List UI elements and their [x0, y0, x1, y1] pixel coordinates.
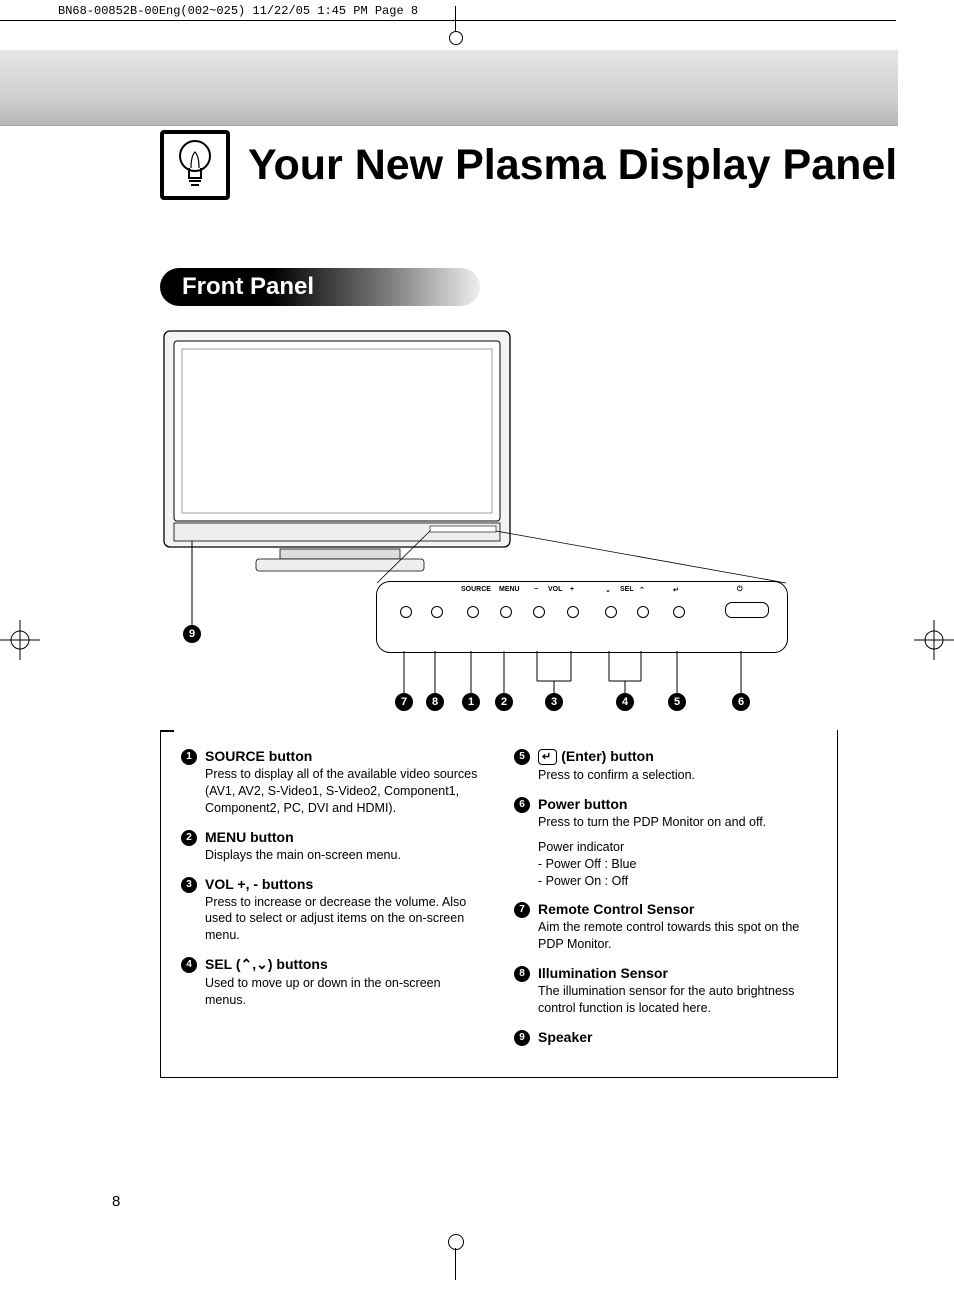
- description-item: 1 SOURCE button Press to display all of th…: [181, 748, 484, 817]
- callout-badge: 1: [462, 693, 480, 711]
- enter-icon: ↵: [538, 749, 557, 765]
- header-banner: [0, 50, 898, 126]
- item-title: MENU button: [205, 829, 484, 845]
- callout-badge: 3: [545, 693, 563, 711]
- item-title: VOL +, - buttons: [205, 876, 484, 892]
- item-body: The illumination sensor for the auto bri…: [538, 983, 817, 1017]
- item-title: ↵(Enter) button: [538, 748, 817, 765]
- callout-badge: 6: [732, 693, 750, 711]
- lightbulb-icon: [160, 130, 230, 200]
- description-item: 6 Power button Press to turn the PDP Monit…: [514, 796, 817, 890]
- item-body: Press to turn the PDP Monitor on and off…: [538, 814, 817, 831]
- item-extra: Power indicator - Power Off : Blue - Pow…: [538, 839, 817, 890]
- section-heading: Front Panel: [160, 268, 480, 306]
- callout-badge: 7: [395, 693, 413, 711]
- registration-mark-right: [914, 620, 954, 660]
- crop-mark-header: BN68-00852B-00Eng(002~025) 11/22/05 1:45…: [0, 0, 896, 21]
- item-title: Remote Control Sensor: [538, 901, 817, 917]
- item-number-badge: 2: [181, 830, 197, 846]
- description-item: 7 Remote Control Sensor Aim the remote con…: [514, 901, 817, 953]
- item-number-badge: 1: [181, 749, 197, 765]
- item-body: Displays the main on-screen menu.: [205, 847, 484, 864]
- item-body: Press to display all of the available vi…: [205, 766, 484, 817]
- item-number-badge: 5: [514, 749, 530, 765]
- description-item: 9 Speaker: [514, 1029, 817, 1045]
- crop-tick-bottom: [455, 1248, 456, 1280]
- item-number-badge: 9: [514, 1030, 530, 1046]
- item-title: SOURCE button: [205, 748, 484, 764]
- description-item: 8 Illumination Sensor The illumination sen…: [514, 965, 817, 1017]
- item-title: Speaker: [538, 1029, 817, 1045]
- description-box: 1 SOURCE button Press to display all of th…: [160, 730, 838, 1078]
- item-body: Press to increase or decrease the volume…: [205, 894, 484, 945]
- registration-mark-left: [0, 620, 40, 660]
- crop-tick-top: [455, 6, 456, 31]
- description-item: 4 SEL (⌃,⌄) buttons Used to move up or dow…: [181, 956, 484, 1009]
- description-item: 5 ↵(Enter) button Press to confirm a selec…: [514, 748, 817, 784]
- item-title: Illumination Sensor: [538, 965, 817, 981]
- page-title: Your New Plasma Display Panel: [248, 141, 897, 190]
- callout-badge-9: 9: [183, 625, 201, 643]
- item-number-badge: 3: [181, 877, 197, 893]
- item-body: Aim the remote control towards this spot…: [538, 919, 817, 953]
- item-body: Used to move up or down in the on-screen…: [205, 975, 484, 1009]
- item-number-badge: 6: [514, 797, 530, 813]
- callout-badge: 2: [495, 693, 513, 711]
- item-number-badge: 7: [514, 902, 530, 918]
- item-title: Power button: [538, 796, 817, 812]
- description-item: 3 VOL +, - buttons Press to increase or de…: [181, 876, 484, 945]
- control-panel-closeup: SOURCE MENU − VOL + ⌄ SEL ⌃ ↵ ⏻: [376, 581, 788, 653]
- callout-badge: 8: [426, 693, 444, 711]
- page-number: 8: [112, 1193, 120, 1210]
- item-title: SEL (⌃,⌄) buttons: [205, 956, 484, 973]
- item-number-badge: 4: [181, 957, 197, 973]
- item-number-badge: 8: [514, 966, 530, 982]
- front-panel-diagram: 9 SOURCE MENU − VOL + ⌄ SEL ⌃ ↵ ⏻: [160, 325, 840, 725]
- description-item: 2 MENU button Displays the main on-screen …: [181, 829, 484, 864]
- item-body: Press to confirm a selection.: [538, 767, 817, 784]
- callout-badge: 4: [616, 693, 634, 711]
- callout-badge: 5: [668, 693, 686, 711]
